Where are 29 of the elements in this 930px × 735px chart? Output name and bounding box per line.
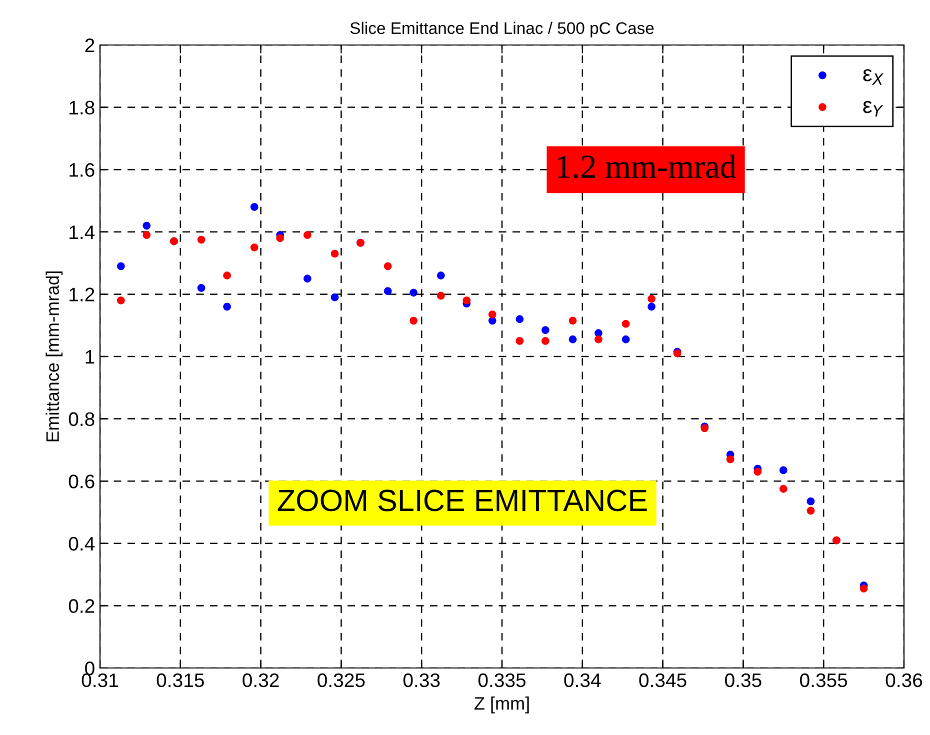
y-tick-label: 0.4 (68, 536, 95, 551)
y-tick-label: 0.2 (68, 599, 94, 613)
legend-label: ε$_{Y}$ (863, 100, 884, 117)
y-tick-label: 1.2 (70, 288, 94, 302)
y-tick-label: 1 (86, 350, 94, 364)
x-axis-title: Z [mm] (474, 696, 529, 714)
x-tick-label: 0.345 (639, 673, 686, 688)
chart-title: Slice Emittance End Linac / 500 pC Case (350, 22, 654, 38)
x-tick-label: 0.335 (478, 673, 526, 688)
legend-label: ε$_{X}$ (863, 69, 884, 85)
x-tick-label: 0.35 (725, 673, 762, 688)
y-tick-label: 1.6 (70, 163, 94, 177)
y-tick-label: 0.6 (68, 474, 94, 488)
y-tick-label: 1.8 (70, 100, 94, 115)
annotation: 1.2 mm-mrad (558, 154, 736, 178)
x-tick-label: 0.355 (800, 673, 848, 688)
x-tick-label: 0.36 (886, 673, 922, 688)
x-tick-label: 0.32 (242, 673, 279, 688)
x-tick-label: 0.34 (564, 673, 601, 688)
x-tick-label: 0.315 (156, 673, 204, 688)
y-axis-title: Emittance [mm-mrad] (46, 272, 63, 442)
y-tick-label: 1.4 (70, 226, 95, 239)
x-tick-label: 0.31 (82, 673, 118, 688)
y-tick-label: 0.8 (68, 412, 94, 426)
x-tick-label: 0.33 (403, 673, 440, 688)
y-tick-label: 0 (85, 661, 94, 676)
y-tick-label: 2 (85, 38, 94, 52)
x-tick-label: 0.325 (318, 673, 365, 688)
annotation: ZOOM SLICE EMITTANCE (278, 490, 647, 512)
